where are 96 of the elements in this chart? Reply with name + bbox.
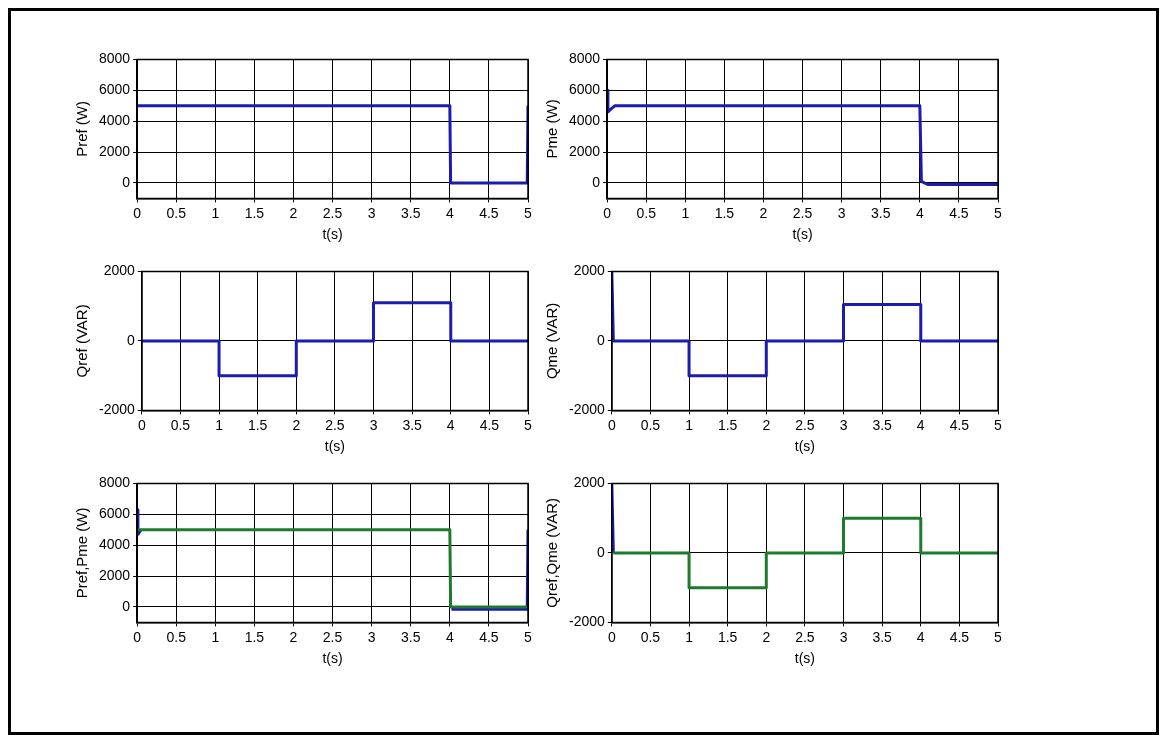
x-tick-label: 3.5: [872, 628, 893, 645]
x-tick-label: 5: [524, 416, 533, 433]
x-tick-label: 5: [994, 416, 1003, 433]
y-tick-label: 4000: [98, 112, 131, 129]
x-tick-label: 3: [839, 416, 848, 433]
y-tick-label: 2000: [573, 262, 606, 279]
x-tick-label: 4.5: [479, 416, 500, 433]
x-axis-title: t(s): [794, 650, 816, 667]
x-tick-label: 4.5: [479, 628, 499, 645]
y-tick-label: 2000: [98, 142, 131, 159]
x-tick-label: 3.5: [872, 416, 893, 433]
x-tick-label: 4.5: [479, 204, 499, 221]
x-tick-label: 1.5: [717, 628, 738, 645]
x-tick-label: 2.5: [795, 628, 815, 645]
y-tick-label: 4000: [98, 536, 131, 553]
x-axis-title: t(s): [792, 226, 813, 243]
y-tick-label: 2000: [98, 566, 131, 583]
y-tick-label: 6000: [98, 505, 131, 522]
x-tick-label: 0.5: [166, 628, 187, 645]
x-tick-label: 5: [524, 628, 533, 645]
x-tick-label: 2: [289, 204, 298, 221]
y-tick-label: 6000: [568, 81, 601, 98]
x-tick-label: 1: [211, 204, 220, 221]
x-tick-label: 1: [685, 628, 694, 645]
x-tick-label: 1.5: [244, 628, 265, 645]
y-tick-label: 0: [592, 173, 601, 190]
y-tick-label: 2000: [573, 474, 606, 491]
x-tick-label: 3.5: [401, 204, 421, 221]
x-tick-label: 4: [445, 628, 454, 645]
y-tick-label: 0: [597, 331, 606, 348]
y-tick-label: 6000: [98, 81, 131, 98]
y-tick-label: 4000: [568, 112, 601, 129]
x-tick-label: 4: [915, 204, 924, 221]
y-tick-label: 8000: [568, 50, 601, 67]
y-tick-label: 0: [122, 597, 131, 614]
y-axis-title: Qme (VAR): [543, 302, 561, 380]
x-tick-label: 3.5: [402, 416, 423, 433]
x-tick-label: 2: [762, 416, 771, 433]
x-tick-label: 2.5: [795, 416, 815, 433]
x-tick-label: 5: [994, 204, 1003, 221]
x-tick-label: 2.5: [322, 628, 343, 645]
x-tick-label: 3: [839, 628, 848, 645]
x-tick-label: 4: [445, 204, 454, 221]
y-tick-label: 8000: [98, 50, 131, 67]
x-tick-label: 0.5: [640, 416, 661, 433]
y-axis-title: Pme (W): [543, 99, 561, 159]
x-tick-label: 2.5: [792, 204, 813, 221]
x-tick-label: 3: [837, 204, 846, 221]
x-tick-label: 0.5: [166, 204, 187, 221]
x-tick-label: 4: [446, 416, 455, 433]
x-tick-label: 0.5: [170, 416, 191, 433]
x-tick-label: 0.5: [636, 204, 657, 221]
x-tick-label: 2: [289, 628, 298, 645]
x-tick-label: 3: [369, 416, 378, 433]
x-axis-title: t(s): [322, 226, 343, 243]
y-tick-label: -2000: [568, 613, 606, 630]
x-tick-label: 4: [916, 628, 925, 645]
x-axis-title: t(s): [322, 650, 343, 667]
x-tick-label: 4.5: [949, 416, 970, 433]
y-tick-label: 2000: [568, 142, 601, 159]
y-tick-label: 0: [127, 331, 136, 348]
x-tick-label: 5: [994, 628, 1003, 645]
x-tick-label: 0.5: [640, 628, 661, 645]
y-tick-label: 0: [122, 173, 131, 190]
y-tick-label: 0: [597, 543, 606, 560]
x-tick-label: 1.5: [244, 204, 265, 221]
x-tick-label: 2: [292, 416, 301, 433]
y-tick-label: 2000: [103, 262, 136, 279]
y-axis-title: Pref (W): [73, 100, 91, 157]
y-tick-label: -2000: [98, 401, 136, 418]
y-axis-title: Pref,Pme (W): [73, 507, 91, 599]
x-tick-label: 1: [211, 628, 220, 645]
x-tick-label: 2.5: [325, 416, 345, 433]
x-tick-label: 1: [215, 416, 224, 433]
x-tick-label: 4: [916, 416, 925, 433]
x-tick-label: 4.5: [949, 628, 970, 645]
y-tick-label: 8000: [98, 474, 131, 491]
x-tick-label: 1.5: [714, 204, 735, 221]
x-tick-label: 2: [759, 204, 768, 221]
y-axis-title: Qref (VAR): [73, 304, 91, 378]
x-axis-title: t(s): [794, 438, 816, 455]
y-axis-title: Qref,Qme (VAR): [543, 498, 561, 608]
x-tick-label: 2.5: [322, 204, 343, 221]
x-tick-label: 1: [681, 204, 690, 221]
x-tick-label: 3: [367, 204, 376, 221]
x-tick-label: 3.5: [401, 628, 421, 645]
x-tick-label: 1.5: [717, 416, 738, 433]
x-tick-label: 2: [762, 628, 771, 645]
x-axis-title: t(s): [324, 438, 346, 455]
x-tick-label: 1: [685, 416, 694, 433]
y-tick-label: -2000: [568, 401, 606, 418]
x-tick-label: 5: [524, 204, 533, 221]
x-tick-label: 1.5: [247, 416, 268, 433]
x-tick-label: 4.5: [949, 204, 969, 221]
x-tick-label: 3: [367, 628, 376, 645]
x-tick-label: 3.5: [871, 204, 891, 221]
